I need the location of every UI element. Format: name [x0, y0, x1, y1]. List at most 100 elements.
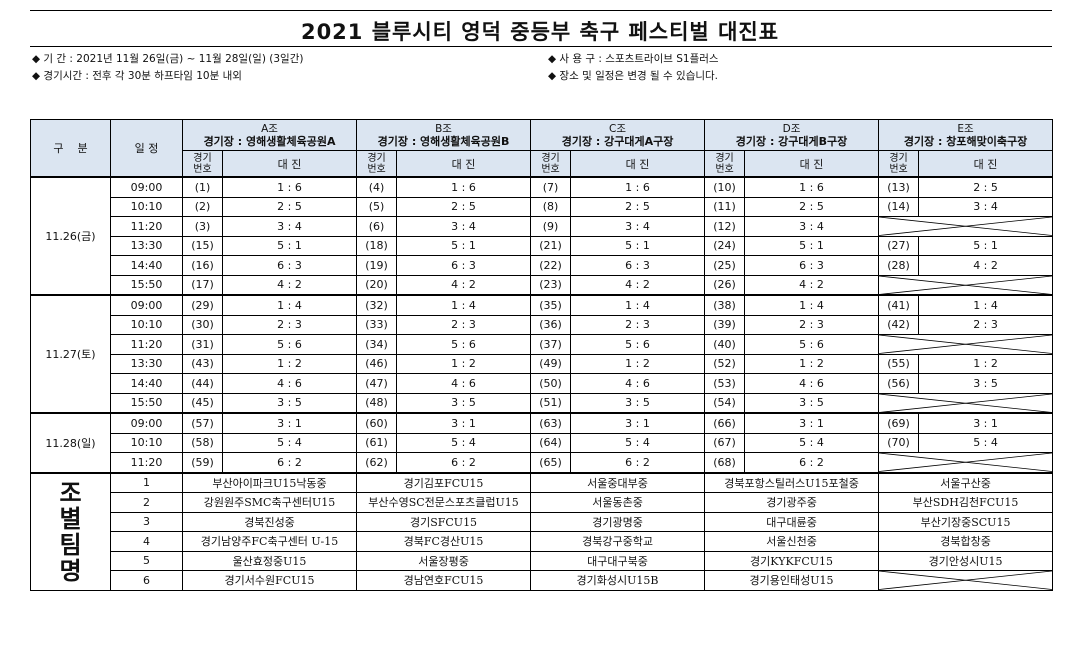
game-number: (65) — [530, 452, 572, 473]
team-row: 5 울산효정중U15 서울장평중 대구대구북중 경기KYKFCU15 경기안성시U15 — [31, 550, 1054, 571]
empty-slot-cross — [878, 392, 1054, 414]
header-game-no: 경기 번호 — [182, 150, 223, 178]
match-pairing: 3 : 4 — [396, 216, 532, 237]
info-venue-used: ◆ 사 용 구 : 스포츠트라이브 S1플러스 — [548, 53, 719, 65]
game-number: (15) — [182, 235, 223, 256]
header-category: 구 분 — [30, 119, 111, 178]
game-number: (54) — [704, 392, 746, 414]
game-number: (21) — [530, 235, 572, 256]
time-slot: 13:30 — [110, 235, 183, 256]
header-match: 대 진 — [396, 150, 532, 178]
match-pairing: 1 : 6 — [570, 176, 706, 198]
time-slot: 09:00 — [110, 294, 183, 316]
schedule-row: 11.27(토) 09:00 (29) 1 : 4 (32) 1 : 4 (35) 1 : 4… — [30, 294, 1054, 414]
match-pairing: 3 : 4 — [221, 216, 358, 237]
time-slot: 14:40 — [110, 373, 183, 394]
game-number: (12) — [704, 216, 746, 237]
match-pairing: 5 : 4 — [396, 432, 532, 453]
game-number: (56) — [878, 373, 920, 394]
game-number: (14) — [878, 196, 920, 217]
game-number: (58) — [182, 432, 223, 453]
time-slot: 10:10 — [110, 314, 183, 335]
time-slot: 15:50 — [110, 392, 183, 414]
game-number: (31) — [182, 334, 223, 355]
game-number: (7) — [530, 176, 572, 198]
game-number: (24) — [704, 235, 746, 256]
match-pairing: 4 : 2 — [396, 274, 532, 296]
team-name: 경북합창중 — [878, 531, 1054, 552]
day-date: 11.26(금) — [30, 176, 111, 296]
day-date: 11.27(토) — [30, 294, 111, 414]
game-number: (22) — [530, 255, 572, 276]
time-slot: 11:20 — [110, 334, 183, 355]
match-pairing: 1 : 2 — [918, 353, 1054, 374]
header-group: A조 경기장 : 영해생활체육공원A — [181, 119, 358, 151]
game-number: (44) — [182, 373, 223, 394]
schedule-row: 11:20 (31) 5 : 6 (34) 5 : 6 (37) 5 : 6 (40) 5 : … — [31, 334, 1054, 355]
header-game-no: 경기 번호 — [530, 150, 572, 178]
game-number: (48) — [356, 392, 398, 414]
match-pairing: 2 : 5 — [221, 196, 358, 217]
team-name: 대구대륜중 — [704, 511, 880, 532]
game-number: (11) — [704, 196, 746, 217]
schedule-row: 13:30 (15) 5 : 1 (18) 5 : 1 (21) 5 : 1 (24) 5 : … — [31, 235, 1054, 256]
match-pairing: 3 : 5 — [744, 392, 880, 414]
match-pairing: 1 : 4 — [744, 294, 880, 316]
group-name: E조 — [957, 122, 974, 135]
game-number: (69) — [878, 412, 920, 434]
match-pairing: 3 : 5 — [570, 392, 706, 414]
match-pairing: 2 : 3 — [744, 314, 880, 335]
empty-slot-cross — [878, 216, 1054, 237]
game-number: (62) — [356, 452, 398, 473]
match-pairing: 3 : 4 — [918, 196, 1054, 217]
match-pairing: 6 : 3 — [570, 255, 706, 276]
info-period: ◆ 기 간 : 2021년 11월 26일(금) ~ 11월 28일(일) (3… — [32, 53, 304, 65]
match-pairing: 3 : 5 — [396, 392, 532, 414]
team-name: 경기SFCU15 — [356, 511, 532, 532]
group-venue: 경기장 : 강구대게A구장 — [561, 134, 674, 148]
game-number: (60) — [356, 412, 398, 434]
game-number: (37) — [530, 334, 572, 355]
schedule-row: 10:10 (30) 2 : 3 (33) 2 : 3 (36) 2 : 3 (39) 2 : … — [31, 314, 1054, 335]
game-number: (45) — [182, 392, 223, 414]
header-group: C조 경기장 : 강구대게A구장 — [530, 119, 706, 151]
schedule-row: 13:30 (43) 1 : 2 (46) 1 : 2 (49) 1 : 2 (52) 1 : … — [31, 353, 1054, 374]
match-pairing: 4 : 6 — [570, 373, 706, 394]
team-name: 부산수영SC전문스포츠클럽U15 — [356, 492, 532, 513]
game-number: (10) — [704, 176, 746, 198]
game-number: (23) — [530, 274, 572, 296]
time-slot: 15:50 — [110, 274, 183, 296]
schedule-row: 11.28(일) 09:00 (57) 3 : 1 (60) 3 : 1 (63) 3 : 1… — [30, 412, 1054, 473]
game-number: (46) — [356, 353, 398, 374]
team-name: 부산기장중SCU15 — [878, 511, 1054, 532]
header-group: D조 경기장 : 강구대게B구장 — [704, 119, 880, 151]
game-number: (70) — [878, 432, 920, 453]
header-row-sub: 경기 번호 대 진 경기 번호 대 진 경기 번호 대 진 경기 번호 대 진 경기 번호 대 진 — [31, 150, 1054, 178]
game-number: (39) — [704, 314, 746, 335]
match-pairing: 4 : 6 — [221, 373, 358, 394]
match-pairing: 4 : 2 — [744, 274, 880, 296]
game-number: (5) — [356, 196, 398, 217]
team-name: 경기남양주FC축구센터 U-15 — [181, 531, 358, 552]
match-pairing: 5 : 1 — [918, 235, 1054, 256]
game-number: (18) — [356, 235, 398, 256]
match-pairing: 5 : 6 — [396, 334, 532, 355]
match-pairing: 5 : 4 — [918, 432, 1054, 453]
match-pairing: 2 : 5 — [570, 196, 706, 217]
match-pairing: 1 : 4 — [221, 294, 358, 316]
team-name: 서울구산중 — [878, 471, 1054, 493]
match-pairing: 3 : 1 — [221, 412, 358, 434]
team-name: 경남연호FCU15 — [356, 570, 532, 591]
game-number: (20) — [356, 274, 398, 296]
game-number: (4) — [356, 176, 398, 198]
title-rule — [30, 46, 1052, 47]
game-number: (2) — [182, 196, 223, 217]
match-pairing: 6 : 2 — [570, 452, 706, 473]
match-pairing: 5 : 1 — [570, 235, 706, 256]
match-pairing: 2 : 3 — [221, 314, 358, 335]
match-pairing: 2 : 3 — [918, 314, 1054, 335]
game-number: (57) — [182, 412, 223, 434]
match-pairing: 6 : 3 — [396, 255, 532, 276]
game-number: (26) — [704, 274, 746, 296]
